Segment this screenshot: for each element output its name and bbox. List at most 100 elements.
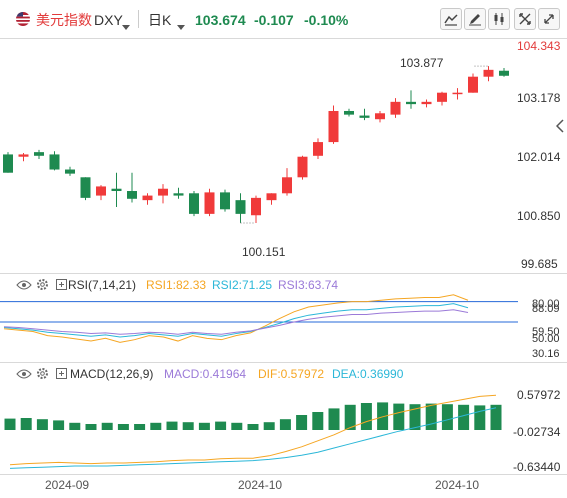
low-annotation: 100.151: [242, 245, 286, 259]
candle-body: [468, 76, 478, 93]
macd-axis-label: 0.57972: [517, 388, 561, 402]
candle-body: [127, 191, 137, 199]
high-annotation: 103.877: [400, 56, 444, 70]
candle-body: [34, 152, 44, 156]
rsi-axis-label: 80.00: [532, 298, 560, 310]
macd-bar: [328, 408, 340, 430]
macd-chart[interactable]: [0, 380, 567, 478]
price-axis-label: 103.178: [517, 91, 561, 105]
flag-icon: [15, 12, 31, 31]
candle-body: [297, 156, 308, 178]
macd-bar: [263, 422, 275, 430]
rsi-axis-label: 50.00: [532, 333, 560, 345]
instrument-title[interactable]: 美元指数: [36, 12, 92, 28]
rsi-axis-label: 88.09: [532, 303, 560, 315]
macd-bar: [312, 412, 324, 430]
price-axis-label: 100.850: [517, 209, 561, 223]
macd-axis-label: -0.02734: [513, 425, 561, 439]
candle-body: [158, 188, 168, 196]
rsi-series-line: [3, 303, 469, 338]
macd-bar: [279, 419, 291, 430]
price-change: -0.107: [254, 12, 294, 28]
settings-button[interactable]: [538, 8, 560, 30]
candle-body: [65, 169, 75, 174]
rsi-chart[interactable]: [0, 280, 567, 362]
candle-body: [282, 177, 292, 194]
macd-bar: [182, 422, 194, 430]
rsi-series-line: [3, 309, 469, 335]
collapse-panel-icon[interactable]: [555, 119, 564, 138]
rsi3-value: RSI3:63.74: [278, 278, 339, 292]
line-tool-icon: [444, 14, 458, 26]
fullscreen-icon: [519, 13, 531, 25]
candle-body: [142, 195, 153, 201]
macd-name: MACD(12,26,9): [70, 367, 154, 381]
period-selector[interactable]: 日K: [148, 12, 172, 28]
candle-body: [390, 101, 401, 115]
panel-divider: [0, 273, 567, 274]
candle-body: [18, 154, 29, 157]
candle-body: [313, 142, 323, 156]
macd-bar: [36, 419, 48, 430]
chart-toolbar: 美元指数 DXY 日K 103.674 -0.107 -0.10%: [0, 0, 567, 38]
chevron-down-icon[interactable]: [177, 17, 185, 35]
candle-body: [204, 192, 215, 214]
expand-indicator-icon[interactable]: [56, 277, 67, 294]
macd-bar: [101, 422, 113, 430]
macd-bar: [490, 404, 502, 430]
dif-value: DIF:0.57972: [258, 367, 325, 381]
rsi-header: RSI(7,14,21) RSI1:82.33 RSI2:71.25 RSI3:…: [0, 277, 567, 293]
macd-bar: [441, 404, 453, 430]
candle-body: [437, 92, 447, 102]
gear-icon[interactable]: [36, 277, 49, 295]
rsi-axis-label: 59.50: [532, 326, 560, 338]
gear-icon[interactable]: [36, 366, 49, 384]
macd-bar: [69, 422, 81, 430]
chart-type-button[interactable]: [488, 8, 510, 30]
macd-bar: [117, 424, 129, 430]
dea-line: [9, 407, 497, 469]
macd-bar: [134, 424, 146, 430]
chevron-down-icon[interactable]: [122, 17, 130, 35]
candlestick-chart[interactable]: [0, 38, 567, 273]
candle-body: [452, 92, 463, 95]
macd-bar: [393, 403, 405, 430]
line-tool-button[interactable]: [440, 8, 462, 30]
rsi-axis-label: 30.16: [532, 348, 560, 360]
candle-body: [173, 193, 184, 196]
candle-body: [406, 101, 416, 105]
fullscreen-button[interactable]: [514, 8, 536, 30]
price-change-pct: -0.10%: [304, 12, 349, 28]
macd-bar: [474, 405, 486, 430]
macd-bar: [409, 404, 421, 430]
candle-body: [220, 192, 230, 210]
price-axis-top-label: 104.343: [517, 39, 561, 53]
time-axis-label: 2024-10: [435, 478, 480, 492]
rsi-series-line: [3, 294, 469, 343]
macd-bar: [150, 422, 162, 430]
pen-icon: [469, 14, 481, 26]
candle-body: [111, 188, 122, 192]
macd-bar: [198, 422, 210, 430]
draw-tool-button[interactable]: [464, 8, 486, 30]
eye-icon[interactable]: [16, 366, 32, 384]
toolbar-divider: [138, 10, 139, 28]
candle-body: [421, 101, 432, 105]
macd-bar: [215, 421, 227, 430]
price-axis-label: 102.014: [517, 150, 561, 164]
symbol-selector[interactable]: DXY: [94, 12, 123, 28]
expand-indicator-icon[interactable]: [56, 366, 67, 383]
macd-bar: [4, 418, 16, 430]
candle-body: [483, 69, 494, 77]
macd-bar: [247, 424, 259, 430]
candle-body: [3, 154, 13, 173]
macd-bar: [85, 424, 97, 430]
macd-bar: [166, 421, 178, 430]
candle-body: [189, 193, 199, 214]
dif-line: [9, 394, 497, 466]
macd-bar: [296, 415, 308, 430]
candle-body: [375, 113, 385, 120]
rsi2-value: RSI2:71.25: [212, 278, 273, 292]
eye-icon[interactable]: [16, 277, 32, 295]
rsi1-value: RSI1:82.33: [146, 278, 207, 292]
